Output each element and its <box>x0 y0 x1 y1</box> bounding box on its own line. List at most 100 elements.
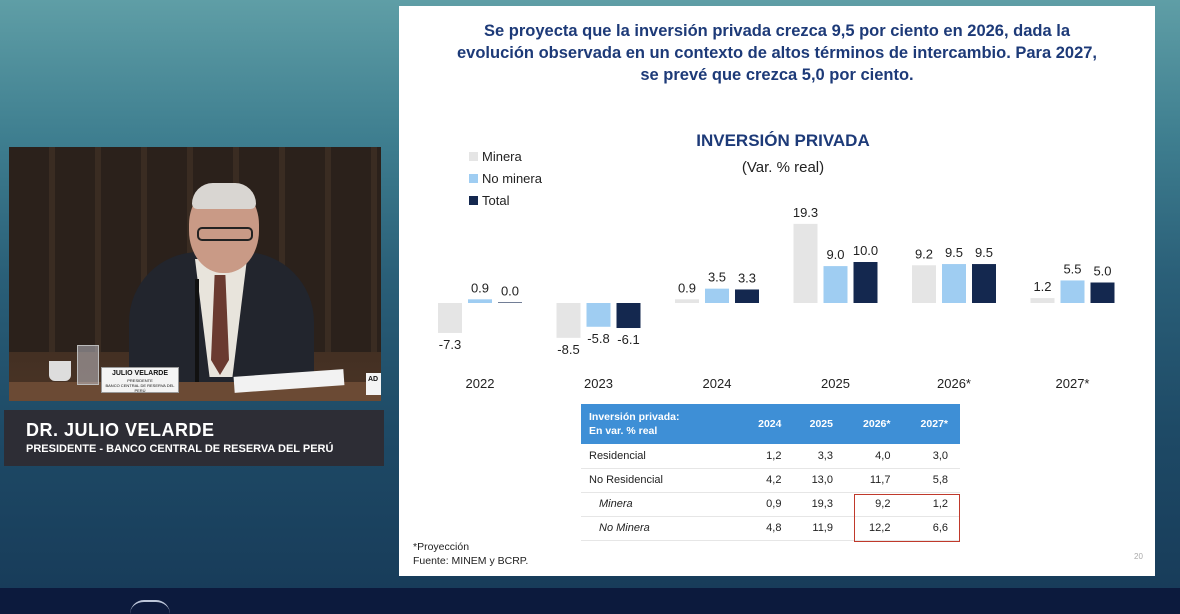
category-label: 2024 <box>703 376 732 391</box>
table-header-label: Inversión privada: En var. % real <box>581 404 742 444</box>
table-header-row: Inversión privada: En var. % real 2024 2… <box>581 404 960 444</box>
data-label: 5.5 <box>1063 261 1081 276</box>
headline-line: se prevé que crezca 5,0 por ciento. <box>640 66 914 84</box>
caption-name: DR. JULIO VELARDE <box>26 420 215 440</box>
header-label-line-1: Inversión privada: <box>589 411 680 423</box>
legend-label: Total <box>482 193 510 208</box>
table-cell: 1,2 <box>741 444 794 469</box>
header-label-line-2: En var. % real <box>589 425 658 437</box>
chart-subtitle: (Var. % real) <box>742 159 824 176</box>
bar <box>793 223 818 303</box>
bar <box>1090 282 1115 303</box>
table-cell: 13,0 <box>793 468 845 493</box>
bar <box>498 302 522 303</box>
nameplate-org: BANCO CENTRAL DE RESERVA DEL PERÚ <box>105 383 175 393</box>
table-cell: 4,2 <box>741 468 794 493</box>
data-label: 0.9 <box>678 280 696 295</box>
legend-swatch <box>469 174 478 183</box>
speaker-tie <box>211 275 229 375</box>
data-label: 0.0 <box>501 283 519 298</box>
row-label: Minera <box>581 492 742 517</box>
speaker-caption: DR. JULIO VELARDE PRESIDENTE - BANCO CEN… <box>4 410 384 466</box>
table-cell: 4,0 <box>844 444 903 469</box>
data-label: -7.3 <box>439 337 461 352</box>
table-cell: 6,6 <box>902 516 960 541</box>
data-label: -6.1 <box>617 332 639 347</box>
bar <box>556 303 581 338</box>
column-header: 2026* <box>844 404 903 444</box>
bar <box>616 303 641 329</box>
bar <box>468 299 492 303</box>
microphone-icon <box>195 279 199 387</box>
category-label: 2026* <box>937 376 971 391</box>
bar <box>586 303 611 327</box>
data-label: 9.5 <box>975 245 993 260</box>
bar <box>735 289 759 303</box>
bar <box>942 264 966 303</box>
table-cell: 4,8 <box>741 516 794 541</box>
legend-swatch <box>469 196 478 205</box>
legend-swatch <box>469 152 478 161</box>
nameplate-title: PRESIDENTE <box>127 378 153 383</box>
glass-icon <box>77 345 99 385</box>
data-label: 9.2 <box>915 246 933 261</box>
footnote-projection: *Proyección <box>413 541 470 553</box>
data-label: 5.0 <box>1093 264 1111 279</box>
data-label: -8.5 <box>557 342 579 357</box>
slide-headline: Se proyecta que la inversión privada cre… <box>399 20 1155 86</box>
category-label: 2022 <box>466 376 495 391</box>
table-row: No Residencial 4,2 13,0 11,7 5,8 <box>581 468 960 493</box>
bar <box>912 265 936 303</box>
category-label: 2025 <box>821 376 850 391</box>
bar <box>675 299 699 303</box>
bar <box>705 288 729 303</box>
page-number: 20 <box>1134 552 1143 561</box>
headline-line: Se proyecta que la inversión privada cre… <box>484 22 1070 40</box>
category-label: 2027* <box>1056 376 1090 391</box>
row-label: Residencial <box>581 444 742 469</box>
data-label: -5.8 <box>587 331 609 346</box>
legend-label: Minera <box>482 149 523 164</box>
bar <box>972 264 996 303</box>
footnote-source: Fuente: MINEM y BCRP. <box>413 555 529 567</box>
bottom-bar <box>0 588 1180 614</box>
nameplate: JULIO VELARDE PRESIDENTE BANCO CENTRAL D… <box>101 367 179 393</box>
investment-table: Inversión privada: En var. % real 2024 2… <box>581 404 960 541</box>
row-label: No Residencial <box>581 468 742 493</box>
table-cell: 0,9 <box>741 492 794 517</box>
nameplate-partial: AD <box>366 373 381 395</box>
column-header: 2027* <box>902 404 960 444</box>
highlight-box <box>854 494 960 542</box>
table-cell: 3,3 <box>793 444 845 469</box>
table-cell: 3,0 <box>902 444 960 469</box>
table-cell: 11,7 <box>844 468 903 493</box>
slide-footnote: *Proyección Fuente: MINEM y BCRP. <box>413 540 528 568</box>
table-row: No Minera 4,8 11,9 12,2 6,6 <box>581 516 960 541</box>
column-header: 2024 <box>741 404 794 444</box>
column-header: 2025 <box>793 404 845 444</box>
data-label: 9.5 <box>945 245 963 260</box>
investment-bar-chart: INVERSIÓN PRIVADA (Var. % real) Minera No m… <box>438 131 1115 391</box>
bar <box>853 262 878 303</box>
bar <box>438 303 462 333</box>
speaker-hair <box>192 183 256 209</box>
data-label: 0.9 <box>471 280 489 295</box>
table-cell: 1,2 <box>902 492 960 517</box>
category-label: 2023 <box>584 376 613 391</box>
speaker-video: JULIO VELARDE PRESIDENTE BANCO CENTRAL D… <box>9 147 381 401</box>
bcrp-logo-icon <box>130 600 170 614</box>
caption-role: PRESIDENTE - BANCO CENTRAL DE RESERVA DE… <box>26 443 334 455</box>
bar <box>1060 280 1085 303</box>
cup-icon <box>49 361 71 381</box>
table-row: Residencial 1,2 3,3 4,0 3,0 <box>581 444 960 469</box>
presentation-slide: Se proyecta que la inversión privada cre… <box>399 6 1155 576</box>
data-label: 3.5 <box>708 270 726 285</box>
speaker-glasses <box>197 227 253 241</box>
data-label: 9.0 <box>826 247 844 262</box>
bar <box>1030 298 1055 303</box>
legend-label: No minera <box>482 171 543 186</box>
chart-title: INVERSIÓN PRIVADA <box>696 131 870 150</box>
table-cell: 5,8 <box>902 468 960 493</box>
data-label: 3.3 <box>738 270 756 285</box>
nameplate-name: JULIO VELARDE <box>111 370 168 377</box>
